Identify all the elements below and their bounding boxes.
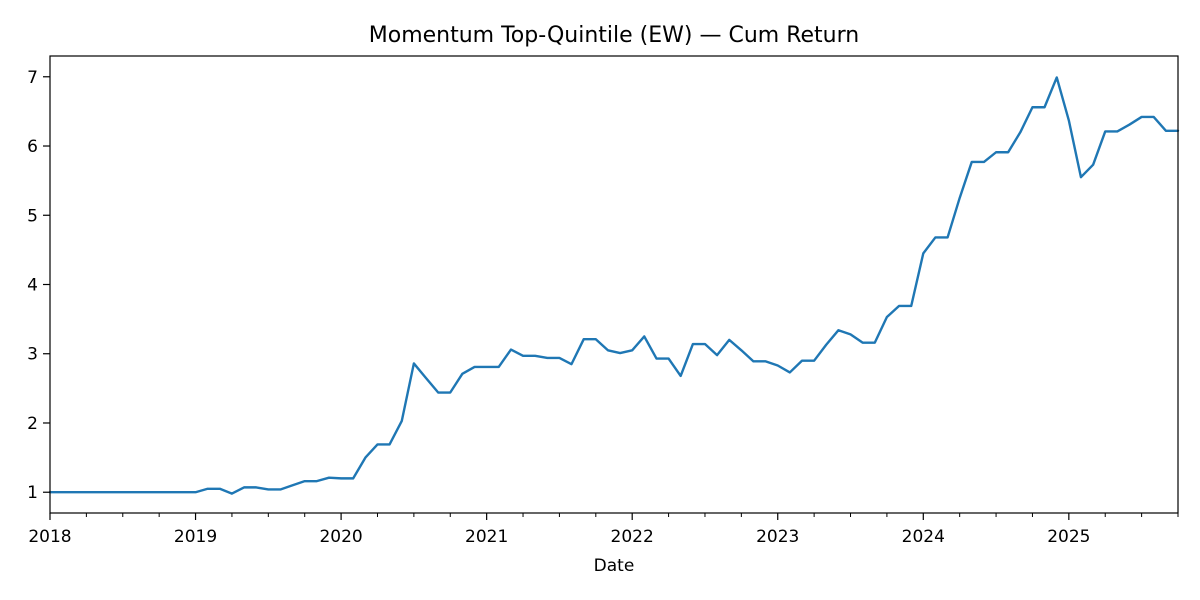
x-tick-label: 2024 — [902, 527, 945, 547]
y-tick-label: 3 — [27, 345, 38, 365]
x-tick-label: 2020 — [319, 527, 362, 547]
y-axis: 1 2 3 4 5 6 7 — [27, 68, 50, 503]
plot-area — [48, 76, 1180, 495]
y-tick-label: 1 — [27, 483, 38, 503]
y-tick-label: 6 — [27, 137, 38, 157]
x-axis-label: Date — [594, 556, 635, 576]
series-line-0 — [48, 76, 1180, 495]
chart-title: Momentum Top-Quintile (EW) — Cum Return — [369, 23, 859, 48]
x-tick-label: 2018 — [28, 527, 71, 547]
y-tick-label: 7 — [27, 68, 38, 88]
axes-frame — [49, 55, 1179, 514]
x-tick-label: 2019 — [174, 527, 217, 547]
x-tick-label: 2023 — [756, 527, 799, 547]
x-axis: 2018 2019 2020 2021 2022 2023 2024 2025 — [28, 513, 1179, 547]
x-tick-label: 2021 — [465, 527, 508, 547]
x-tick-label: 2025 — [1047, 527, 1090, 547]
x-tick-label: 2022 — [611, 527, 654, 547]
y-tick-label: 5 — [27, 206, 38, 226]
y-tick-label: 2 — [27, 414, 38, 434]
y-tick-label: 4 — [27, 276, 38, 296]
